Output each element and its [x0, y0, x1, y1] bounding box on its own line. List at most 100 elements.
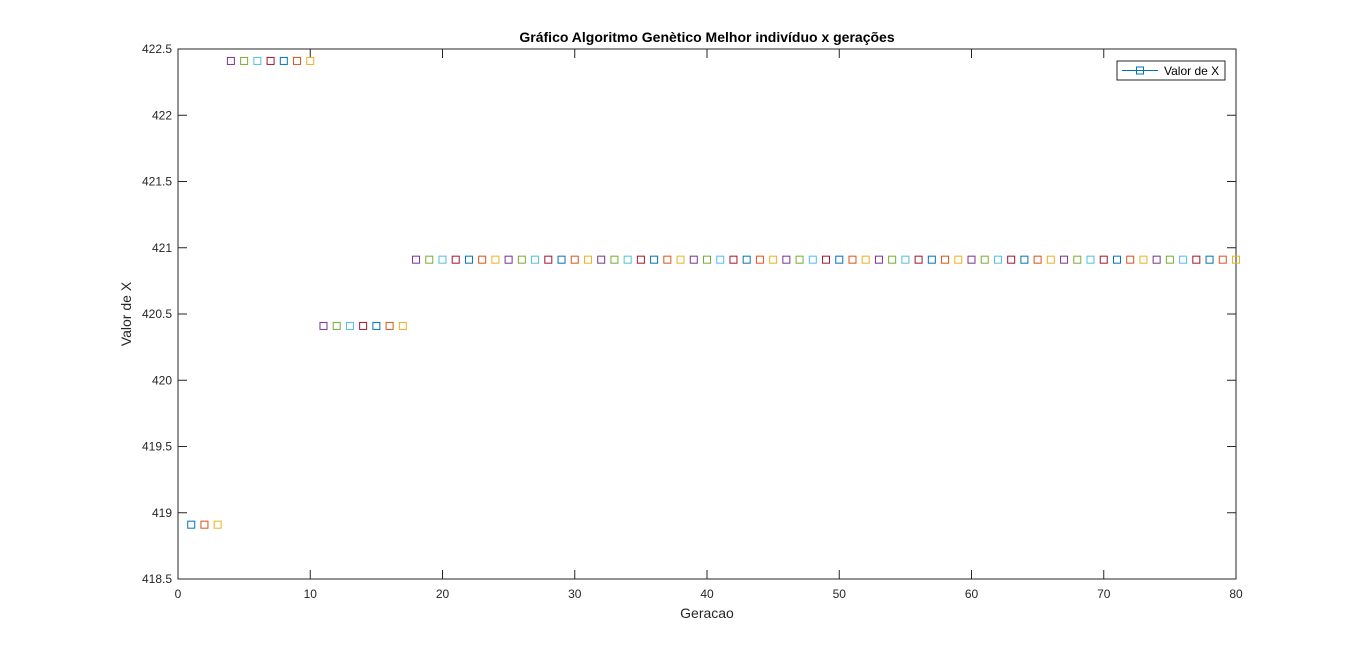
y-tick-label: 421 [152, 241, 172, 255]
data-point [610, 255, 619, 264]
data-point [1192, 255, 1201, 264]
data-point [385, 321, 394, 330]
data-point [491, 255, 500, 264]
data-point [425, 255, 434, 264]
x-tick-label: 30 [568, 587, 582, 601]
data-point [1086, 255, 1095, 264]
y-tick-label: 420.5 [142, 307, 172, 321]
data-point [504, 255, 513, 264]
data-point [1152, 255, 1161, 264]
data-point [306, 56, 315, 65]
data-point [967, 255, 976, 264]
y-tick-label: 420 [152, 373, 172, 387]
x-tick-label: 10 [304, 587, 318, 601]
y-axis-label: Valor de X [118, 281, 134, 346]
data-point [716, 255, 725, 264]
data-point [293, 56, 302, 65]
data-point [1126, 255, 1135, 264]
data-point [1046, 255, 1055, 264]
axis-ticks: 0 10 20 30 40 50 60 70 80 418.5 419 419.5 420 420.5 42… [142, 42, 1243, 601]
legend[interactable]: Valor de X [1116, 60, 1226, 81]
data-point [782, 255, 791, 264]
data-point [755, 255, 764, 264]
data-point [412, 255, 421, 264]
data-point [1205, 255, 1214, 264]
data-point [1218, 255, 1227, 264]
data-point [359, 321, 368, 330]
data-point [478, 255, 487, 264]
data-point [240, 56, 249, 65]
data-point [200, 520, 209, 529]
data-point [438, 255, 447, 264]
data-point [650, 255, 659, 264]
y-tick-label: 422 [152, 108, 172, 122]
data-point [742, 255, 751, 264]
y-tick-label: 422.5 [142, 42, 172, 56]
data-point [597, 255, 606, 264]
data-point [1179, 255, 1188, 264]
data-point [531, 255, 540, 264]
data-point [1060, 255, 1069, 264]
x-tick-label: 20 [436, 587, 450, 601]
x-tick-label: 80 [1229, 587, 1243, 601]
data-point [927, 255, 936, 264]
chart-title: Gráfico Algoritmo Genètico Melhor indiví… [519, 29, 894, 45]
data-point [795, 255, 804, 264]
x-tick-label: 70 [1097, 587, 1111, 601]
data-point [1073, 255, 1082, 264]
data-markers [187, 56, 1240, 529]
data-point [636, 255, 645, 264]
data-point [808, 255, 817, 264]
data-point [332, 321, 341, 330]
data-point [901, 255, 910, 264]
data-point [1099, 255, 1108, 264]
data-point [266, 56, 275, 65]
data-point [954, 255, 963, 264]
data-point [993, 255, 1002, 264]
data-point [980, 255, 989, 264]
x-tick-label: 50 [833, 587, 847, 601]
y-tick-label: 419.5 [142, 440, 172, 454]
data-point [1020, 255, 1029, 264]
data-point [729, 255, 738, 264]
data-point [517, 255, 526, 264]
data-point [398, 321, 407, 330]
data-point [319, 321, 328, 330]
y-tick-label: 421.5 [142, 175, 172, 189]
data-point [861, 255, 870, 264]
x-axis-label: Geracao [680, 605, 734, 621]
data-point [914, 255, 923, 264]
data-point [226, 56, 235, 65]
data-point [888, 255, 897, 264]
data-point [941, 255, 950, 264]
data-point [544, 255, 553, 264]
data-point [345, 321, 354, 330]
data-point [372, 321, 381, 330]
x-tick-label: 60 [965, 587, 979, 601]
data-point [1165, 255, 1174, 264]
data-point [1139, 255, 1148, 264]
x-tick-label: 40 [700, 587, 714, 601]
data-point [1033, 255, 1042, 264]
data-point [623, 255, 632, 264]
data-point [253, 56, 262, 65]
y-tick-label: 419 [152, 506, 172, 520]
data-point [451, 255, 460, 264]
data-point [874, 255, 883, 264]
data-point [769, 255, 778, 264]
data-point [663, 255, 672, 264]
data-point [1007, 255, 1016, 264]
data-point [822, 255, 831, 264]
data-point [689, 255, 698, 264]
data-point [1112, 255, 1121, 264]
legend-marker [1136, 66, 1144, 75]
data-point [703, 255, 711, 264]
data-point [464, 255, 473, 264]
plot-area [177, 48, 1237, 580]
legend-entry-label: Valor de X [1164, 64, 1219, 78]
data-point [279, 56, 288, 65]
x-tick-label: 0 [175, 587, 182, 601]
y-tick-label: 418.5 [142, 572, 172, 586]
data-point [1232, 255, 1240, 264]
